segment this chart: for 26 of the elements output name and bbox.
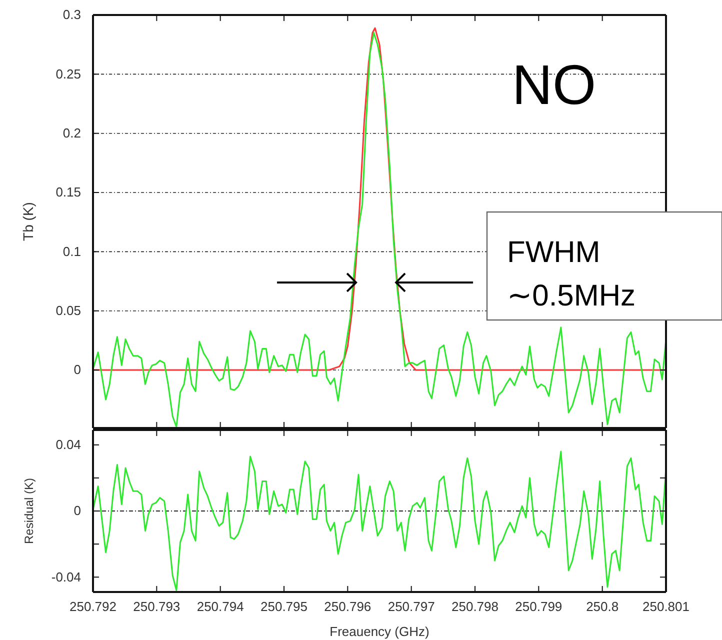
y-axis-title: Residual (K) [22,478,36,544]
x-tick-label: 250.796 [324,599,372,614]
y-tick-label: -0.04 [51,569,81,584]
x-tick-label: 250.8 [586,599,619,614]
y-tick-label: 0.1 [62,244,81,259]
x-tick-label: 250.793 [133,599,180,614]
y-tick-label: 0 [74,362,81,378]
y-tick-label: 0.3 [62,7,81,22]
x-tick-label: 250.801 [642,599,690,614]
y-tick-label: 0 [74,503,81,518]
y-tick-label: 0.05 [56,303,81,318]
y-tick-label: 0.04 [56,437,81,452]
x-tick-label: 250.798 [452,599,498,614]
y-axis-title: Tb (K) [20,202,36,241]
x-tick-label: 250.792 [70,599,116,614]
x-axis-title: Freauency (GHz) [330,624,430,639]
line-series [92,27,667,371]
annotation: FWHM ∼0.5MHz [507,236,636,312]
x-tick-label: 250.797 [388,599,435,614]
y-tick-label: 0.2 [62,126,81,140]
x-tick-label: 250.794 [196,599,244,614]
x-tick-label: 250.795 [260,599,308,614]
annotation: NO [512,53,596,116]
y-tick-label: 0.25 [56,66,81,82]
x-tick-label: 250.799 [515,599,562,614]
y-tick-label: 0.15 [56,184,81,200]
